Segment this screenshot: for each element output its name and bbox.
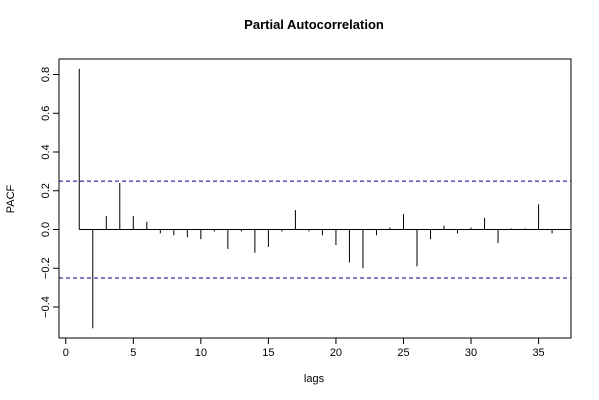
y-tick-label: 0.4 [40,144,52,159]
x-tick-label: 35 [532,347,544,359]
y-tick-label: 0.8 [40,67,52,82]
x-tick-label: 15 [262,347,274,359]
plot-frame [58,58,572,339]
chart-title: Partial Autocorrelation [244,17,384,32]
x-tick-label: 20 [330,347,342,359]
x-axis: 0 5 10 15 20 25 30 35 [63,337,545,359]
x-tick-label: 25 [397,347,409,359]
x-tick-label: 5 [130,347,136,359]
y-tick-label: −0.2 [40,257,52,279]
y-tick-label: −0.4 [40,296,52,318]
y-axis-label: PACF [5,184,17,213]
y-tick-label: 0.2 [40,183,52,198]
y-tick-label: 0.6 [40,106,52,121]
x-tick-label: 30 [465,347,477,359]
x-tick-label: 0 [63,347,69,359]
y-tick-label: 0.0 [40,222,52,237]
y-axis: −0.4 −0.2 0.0 0.2 0.4 0.6 0.8 [40,67,60,318]
x-axis-label: lags [304,373,325,385]
bars-layer [59,68,571,329]
x-tick-label: 10 [195,347,207,359]
